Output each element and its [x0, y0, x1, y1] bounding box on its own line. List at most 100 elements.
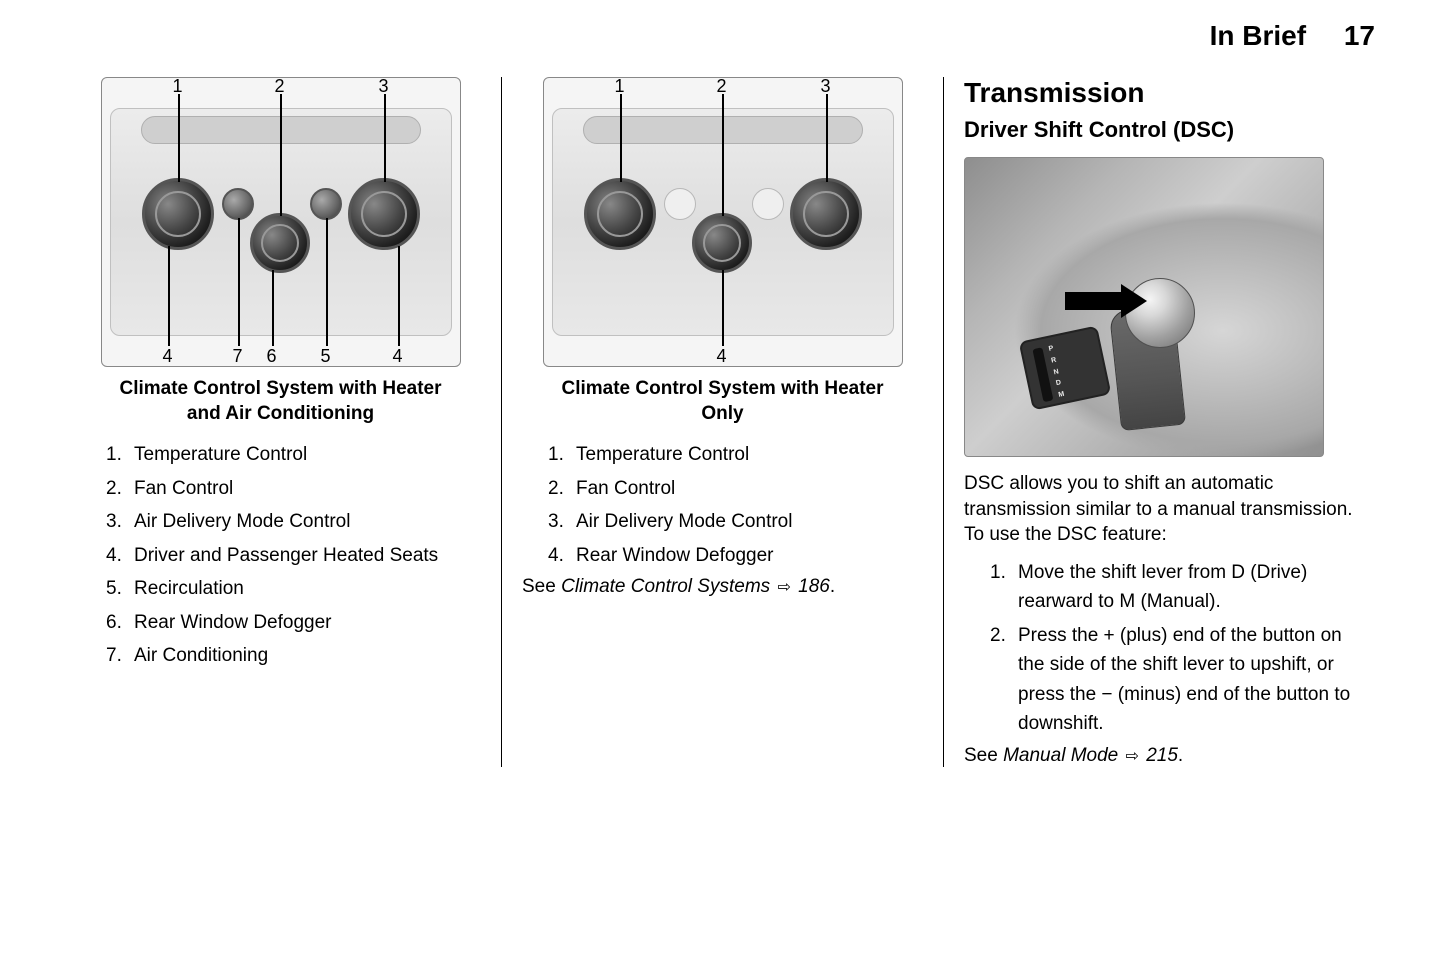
list-item: 3. Air Delivery Mode Control: [548, 507, 923, 536]
dial-airmode: [348, 178, 420, 250]
see-suffix: .: [830, 576, 835, 597]
gear-letter: D: [1055, 378, 1070, 388]
list-num: 2.: [106, 474, 122, 503]
list-num: 1.: [106, 440, 122, 469]
transmission-heading: Transmission: [964, 77, 1365, 109]
list-text: Rear Window Defogger: [134, 612, 331, 633]
column-2: 1 2 3 4 Climate Control System with Heat…: [502, 77, 944, 767]
callout-line: [272, 270, 274, 346]
legend-list: 1. Temperature Control 2. Fan Control 3. Ai…: [80, 440, 481, 670]
btn-recirc: [310, 188, 342, 220]
page-number: 17: [1344, 20, 1375, 51]
dial-fan: [692, 213, 752, 273]
list-text: Air Conditioning: [134, 645, 268, 666]
gear-letter: M: [1058, 389, 1073, 399]
gear-letter: R: [1051, 355, 1066, 365]
callout-line: [722, 270, 724, 346]
list-text: Fan Control: [134, 478, 233, 499]
list-num: 5.: [106, 574, 122, 603]
list-num: 2.: [990, 621, 1006, 650]
dsc-subheading: Driver Shift Control (DSC): [964, 117, 1365, 143]
gear-letter: N: [1053, 366, 1068, 376]
callout-line: [826, 94, 828, 182]
dial-temperature: [142, 178, 214, 250]
diagram-caption: Climate Control System with Heater and A…: [110, 377, 451, 426]
dial-airmode: [790, 178, 862, 250]
list-text: Driver and Passenger Heated Seats: [134, 545, 438, 566]
list-item: 2. Fan Control: [548, 474, 923, 503]
list-text: Air Delivery Mode Control: [134, 511, 350, 532]
dial-fan: [250, 213, 310, 273]
list-num: 2.: [548, 474, 564, 503]
see-page: 215: [1146, 745, 1178, 766]
callout-num: 4: [388, 346, 408, 367]
callout-line: [178, 94, 180, 182]
callout-num: 7: [228, 346, 248, 367]
callout-line: [280, 94, 282, 216]
see-suffix: .: [1178, 745, 1183, 766]
column-3: Transmission Driver Shift Control (DSC) …: [944, 77, 1385, 767]
list-item: 3. Air Delivery Mode Control: [106, 507, 481, 536]
list-num: 1.: [548, 440, 564, 469]
dsc-steps: 1. Move the shift lever from D (Drive) re…: [964, 558, 1365, 739]
see-page: 186: [798, 576, 830, 597]
list-text: Rear Window Defogger: [576, 545, 773, 566]
list-item: 6. Rear Window Defogger: [106, 608, 481, 637]
see-link-text: Manual Mode: [1003, 745, 1118, 766]
content-columns: 1 2 3 4 7 6 5 4 Climate Control System w…: [60, 77, 1385, 767]
gear-letter: P: [1048, 343, 1063, 353]
list-num: 4.: [106, 541, 122, 570]
list-num: 6.: [106, 608, 122, 637]
callout-num: 5: [316, 346, 336, 367]
see-prefix: See: [522, 576, 561, 597]
climate-ac-diagram: 1 2 3 4 7 6 5 4: [101, 77, 461, 367]
list-text: Press the + (plus) end of the button on …: [1018, 625, 1350, 734]
list-item: 5.Recirculation: [106, 574, 481, 603]
section-title: In Brief: [1210, 20, 1306, 51]
list-num: 3.: [548, 507, 564, 536]
see-reference: See Climate Control Systems ⇨ 186.: [522, 576, 923, 598]
callout-line: [238, 218, 240, 346]
list-item: 1. Temperature Control: [106, 440, 481, 469]
list-text: Temperature Control: [576, 444, 749, 465]
list-num: 7.: [106, 641, 122, 670]
page-header: In Brief 17: [60, 20, 1385, 52]
list-num: 3.: [106, 507, 122, 536]
callout-line: [326, 218, 328, 346]
callout-line: [384, 94, 386, 182]
legend-list: 1. Temperature Control 2. Fan Control 3. Ai…: [522, 440, 923, 570]
callout-line: [620, 94, 622, 182]
list-item: 7. Air Conditioning: [106, 641, 481, 670]
climate-heater-diagram: 1 2 3 4: [543, 77, 903, 367]
list-num: 1.: [990, 558, 1006, 587]
list-text: Fan Control: [576, 478, 675, 499]
callout-line: [398, 246, 400, 346]
callout-num: 6: [262, 346, 282, 367]
dsc-intro: DSC allows you to shift an automatic tra…: [964, 471, 1365, 548]
see-prefix: See: [964, 745, 1003, 766]
shift-indicator-letters: P R N D M: [1048, 343, 1073, 399]
list-num: 4.: [548, 541, 564, 570]
list-item: 4. Rear Window Defogger: [548, 541, 923, 570]
callout-num: 4: [712, 346, 732, 367]
link-icon: ⇨: [1126, 746, 1139, 766]
callout-line: [722, 94, 724, 216]
diagram-caption: Climate Control System with Heater Only: [552, 377, 893, 426]
blank-button: [752, 188, 784, 220]
callout-line: [168, 246, 170, 346]
list-item: 2. Press the + (plus) end of the button o…: [990, 621, 1365, 739]
list-item: 4. Driver and Passenger Heated Seats: [106, 541, 481, 570]
list-text: Temperature Control: [134, 444, 307, 465]
btn-ac: [222, 188, 254, 220]
link-icon: ⇨: [777, 577, 790, 597]
shift-gate: P R N D M: [1019, 325, 1112, 410]
list-text: Air Delivery Mode Control: [576, 511, 792, 532]
dial-temperature: [584, 178, 656, 250]
blank-button: [664, 188, 696, 220]
list-text: Move the shift lever from D (Drive) rear…: [1018, 562, 1307, 612]
shifter-photo: P R N D M: [964, 157, 1324, 457]
callout-num: 4: [158, 346, 178, 367]
list-item: 2. Fan Control: [106, 474, 481, 503]
see-link-text: Climate Control Systems: [561, 576, 770, 597]
column-1: 1 2 3 4 7 6 5 4 Climate Control System w…: [60, 77, 502, 767]
